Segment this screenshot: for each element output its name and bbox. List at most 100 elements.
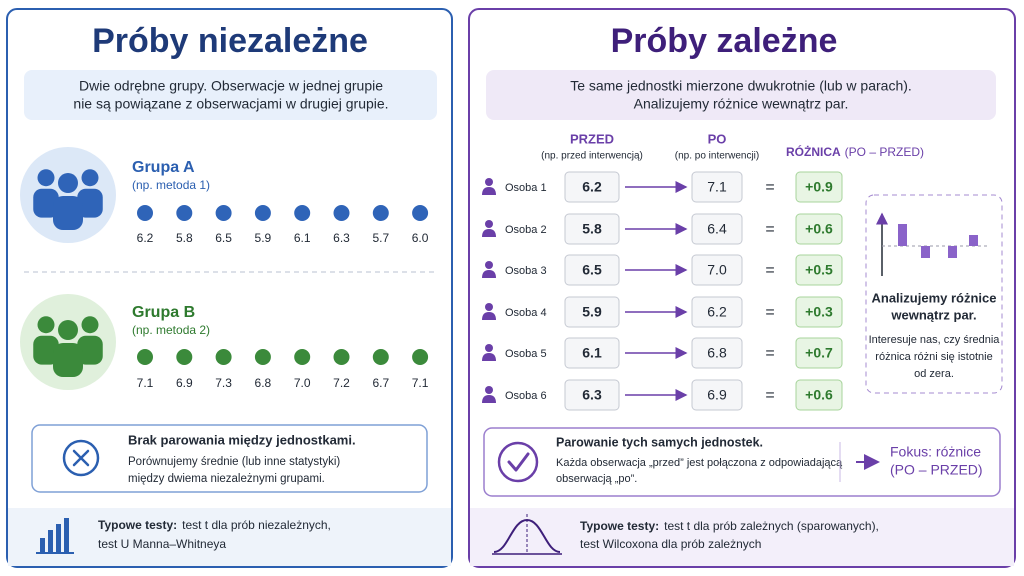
- header-before-note: (np. przed interwencją): [541, 151, 643, 162]
- right-description: Te same jednostki mierzone dwukrotnie (l…: [570, 78, 912, 94]
- difference-box: [795, 254, 843, 286]
- group-note: (np. metoda 1): [132, 178, 210, 192]
- person-icon-body: [482, 353, 496, 361]
- person-label: Osoba 6: [505, 390, 547, 402]
- observation-value: 6.1: [294, 231, 311, 245]
- observation-dot: [215, 205, 232, 221]
- left-description-box: [24, 70, 437, 120]
- focus-text: (PO – PRZED): [890, 462, 983, 478]
- person-label: Osoba 4: [505, 307, 547, 319]
- before-box: [564, 254, 620, 286]
- after-box: [691, 254, 743, 286]
- person-label: Osoba 2: [505, 224, 547, 236]
- left-callout-text: między dwiema niezależnymi grupami.: [128, 473, 325, 485]
- observation-dot: [412, 349, 429, 365]
- after-value: 6.8: [707, 345, 727, 361]
- person-body: [33, 188, 59, 218]
- footer-test: test t dla prób zależnych (sparowanych),: [664, 519, 879, 533]
- observation-value: 7.0: [294, 376, 311, 390]
- left-callout-title: Brak parowania między jednostkami.: [128, 432, 356, 447]
- before-value: 6.2: [582, 179, 602, 195]
- header-before: PRZED: [570, 131, 614, 146]
- header-difference-note: (PO – PRZED): [845, 145, 924, 159]
- before-value: 6.3: [582, 387, 602, 403]
- header-difference: RÓŻNICA (PO – PRZED): [786, 144, 924, 159]
- after-value: 6.2: [707, 304, 727, 320]
- footer-bar-icon: [64, 518, 69, 552]
- right-callout: [483, 427, 1001, 497]
- focus-text: Fokus: różnice: [890, 444, 981, 460]
- person-body: [53, 196, 83, 230]
- person-icon-body: [482, 395, 496, 403]
- before-box: [564, 379, 620, 411]
- difference-value: +0.5: [805, 262, 833, 278]
- before-box: [564, 171, 620, 203]
- right-callout-text: Każda obserwacja „przed” jest połączona …: [556, 457, 843, 469]
- right-description-box: [486, 70, 996, 120]
- observation-value: 5.9: [255, 231, 272, 245]
- observation-dot: [176, 349, 193, 365]
- person-icon-body: [482, 229, 496, 237]
- footer-test: test U Manna–Whitneya: [98, 537, 226, 551]
- person-head: [37, 169, 55, 187]
- after-value: 7.1: [707, 179, 727, 195]
- difference-box: [795, 213, 843, 245]
- observation-value: 6.5: [215, 231, 232, 245]
- footer-test: test Wilcoxona dla prób zależnych: [580, 537, 761, 551]
- before-box: [564, 213, 620, 245]
- after-box: [691, 213, 743, 245]
- group-note: (np. metoda 2): [132, 323, 210, 337]
- left-footer-line: Typowe testy: test t dla prób niezależnyc…: [98, 518, 331, 532]
- left-callout-text: Porównujemy średnie (lub inne statystyki…: [128, 456, 340, 468]
- footer-label: Typowe testy:: [98, 518, 177, 532]
- person-icon-head: [485, 261, 493, 269]
- observation-value: 7.2: [333, 376, 350, 390]
- person-head: [81, 169, 99, 187]
- person-label: Osoba 5: [505, 348, 547, 360]
- person-icon-head: [485, 178, 493, 186]
- observation-value: 7.3: [215, 376, 232, 390]
- person-head: [37, 316, 55, 334]
- header-after-note: (np. po interwencji): [675, 151, 759, 162]
- person-icon-head: [485, 303, 493, 311]
- right-title: Próby zależne: [611, 22, 838, 60]
- difference-box: [795, 171, 843, 203]
- observation-dot: [333, 205, 350, 221]
- observation-value: 6.9: [176, 376, 193, 390]
- header-difference-label: RÓŻNICA: [786, 144, 841, 159]
- before-value: 5.8: [582, 221, 602, 237]
- observation-value: 6.0: [412, 231, 429, 245]
- equals-sign: =: [765, 262, 774, 279]
- no-pairing-icon: [62, 439, 100, 477]
- observation-dot: [294, 349, 311, 365]
- observation-dot: [412, 205, 429, 221]
- difference-value: +0.7: [805, 345, 833, 361]
- person-icon-body: [482, 187, 496, 195]
- side-note-text: od zera.: [914, 368, 954, 380]
- difference-value: +0.6: [805, 387, 833, 403]
- difference-box: [795, 296, 843, 328]
- difference-value: +0.3: [805, 304, 833, 320]
- right-description: Analizujemy różnice wewnątrz par.: [634, 96, 849, 112]
- footer-bar-icon: [48, 530, 53, 552]
- person-body: [77, 188, 103, 218]
- side-note-text: różnica różni się istotnie: [875, 351, 992, 363]
- observation-dot: [254, 205, 271, 221]
- right-footer-line: Typowe testy: test t dla prób zależnych (…: [580, 519, 879, 533]
- right-callout-text: obserwacją „po”.: [556, 473, 637, 485]
- observation-value: 6.7: [372, 376, 389, 390]
- after-box: [691, 379, 743, 411]
- left-title: Próby niezależne: [92, 22, 368, 60]
- mini-bar: [898, 224, 907, 246]
- observation-dot: [176, 205, 193, 221]
- person-body: [53, 343, 83, 377]
- mini-bar: [921, 246, 930, 258]
- pairing-check: [507, 452, 530, 472]
- footer-bar-icon: [56, 524, 61, 552]
- before-value: 6.1: [582, 345, 602, 361]
- equals-sign: =: [765, 221, 774, 238]
- after-value: 7.0: [707, 262, 727, 278]
- after-box: [691, 296, 743, 328]
- equals-sign: =: [765, 179, 774, 196]
